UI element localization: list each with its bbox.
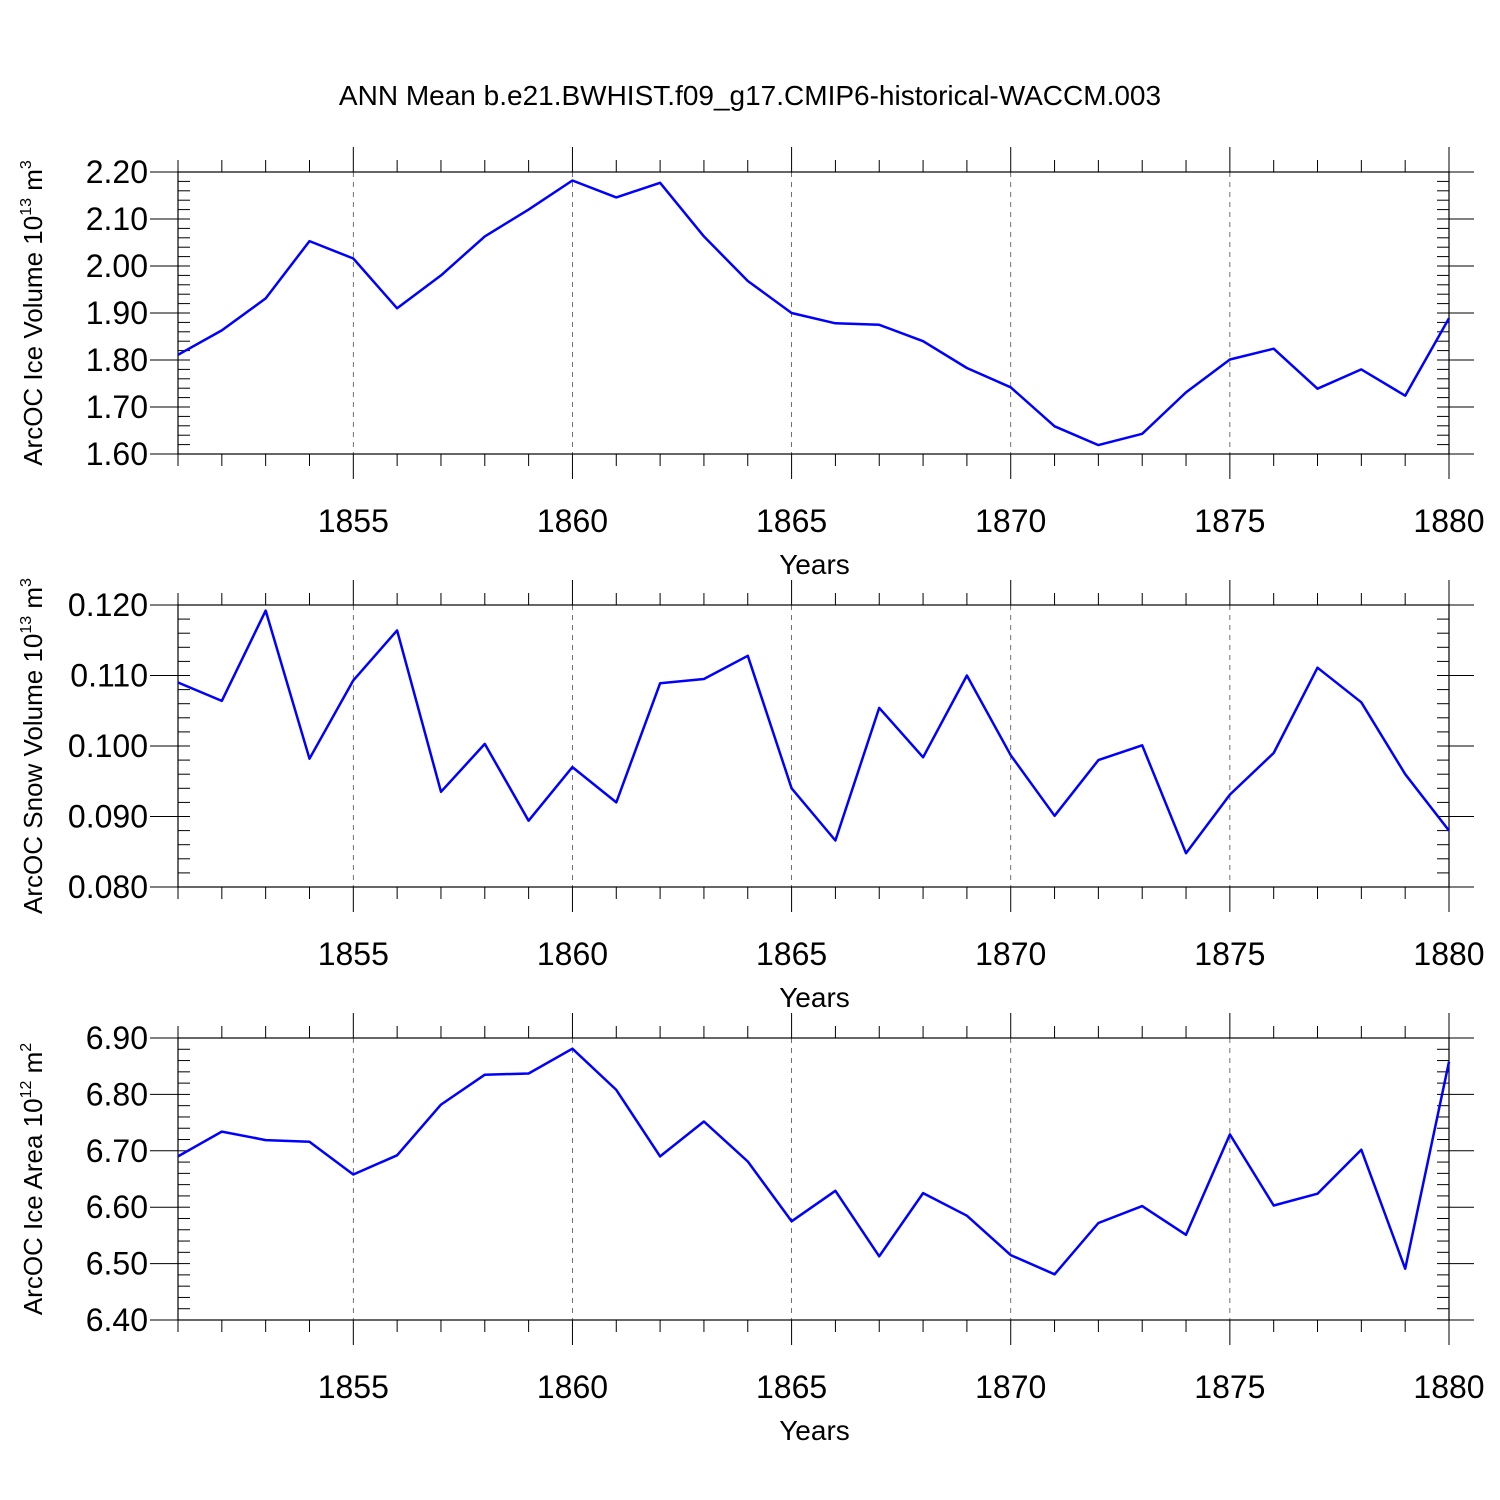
y-tick-label: 0.120 — [68, 587, 148, 623]
y-tick-label: 1.70 — [86, 389, 148, 425]
x-tick-label: 1865 — [756, 1369, 827, 1405]
y-tick-label: 0.090 — [68, 799, 148, 835]
y-tick-label: 6.40 — [86, 1302, 148, 1338]
snow-volume-series-line — [177, 609, 1450, 855]
x-tick-label: 1855 — [318, 936, 389, 972]
y-tick-label: 1.60 — [86, 436, 148, 472]
x-tick-label: 1875 — [1194, 1369, 1265, 1405]
y-tick-label: 2.10 — [86, 201, 148, 237]
y-axis-title: ArcOC Ice Area 1012 m2 — [18, 1043, 48, 1315]
x-tick-label: 1860 — [537, 936, 608, 972]
y-tick-label: 0.110 — [70, 658, 148, 694]
ice-area-panel: 6.40 6.50 6.60 6.70 6.80 6.90 1855 1860 1865 1870… — [18, 1013, 1485, 1446]
x-tick-label: 1880 — [1413, 936, 1484, 972]
y-tick-label: 6.60 — [86, 1189, 148, 1225]
y-tick-label: 6.90 — [86, 1020, 148, 1056]
chart-title: ANN Mean b.e21.BWHIST.f09_g17.CMIP6-hist… — [339, 80, 1161, 111]
x-tick-label: 1860 — [537, 1369, 608, 1405]
x-tick-label: 1870 — [975, 503, 1046, 539]
x-tick-label: 1880 — [1413, 1369, 1484, 1405]
x-tick-label: 1855 — [318, 503, 389, 539]
y-tick-label: 6.50 — [86, 1246, 148, 1282]
x-tick-label: 1875 — [1194, 503, 1265, 539]
x-tick-label: 1870 — [975, 936, 1046, 972]
y-tick-label: 6.80 — [86, 1076, 148, 1112]
x-tick-label: 1865 — [756, 936, 827, 972]
x-tick-label: 1855 — [318, 1369, 389, 1405]
y-tick-label: 1.90 — [86, 295, 148, 331]
ice-volume-panel: 1.60 1.70 1.80 1.90 2.00 2.10 2.20 1855 1860 1865… — [18, 147, 1485, 580]
y-tick-label: 2.20 — [86, 154, 148, 190]
ice-volume-series-line — [177, 179, 1451, 447]
y-tick-label: 0.100 — [68, 728, 148, 764]
y-axis-title: ArcOC Snow Volume 1013 m3 — [18, 578, 48, 914]
y-tick-label: 6.70 — [86, 1133, 148, 1169]
plot-frame — [177, 171, 1450, 455]
plot-frame — [177, 1037, 1450, 1321]
snow-volume-panel: 0.080 0.090 0.100 0.110 0.120 1855 1860 1865 187… — [18, 578, 1485, 1013]
x-axis-title: Years — [779, 549, 850, 580]
y-tick-label: 0.080 — [68, 869, 148, 905]
x-tick-label: 1870 — [975, 1369, 1046, 1405]
y-axis-title: ArcOC Ice Volume 1013 m3 — [18, 160, 48, 466]
y-tick-label: 2.00 — [86, 248, 148, 284]
x-axis-title: Years — [779, 982, 850, 1013]
x-tick-label: 1865 — [756, 503, 827, 539]
x-tick-label: 1875 — [1194, 936, 1265, 972]
x-axis-title: Years — [779, 1415, 850, 1446]
x-tick-label: 1860 — [537, 503, 608, 539]
y-tick-label: 1.80 — [86, 342, 148, 378]
ice-area-series-line — [177, 1047, 1451, 1276]
plot-frame — [177, 604, 1450, 888]
x-tick-label: 1880 — [1413, 503, 1484, 539]
